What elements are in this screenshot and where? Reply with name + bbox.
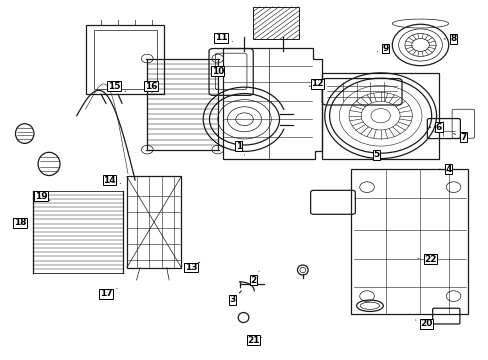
Text: 19: 19: [35, 192, 50, 201]
Text: 9: 9: [377, 44, 388, 53]
Text: 15: 15: [108, 82, 125, 91]
Text: 13: 13: [184, 262, 200, 272]
Text: 3: 3: [229, 291, 241, 304]
Text: 7: 7: [453, 132, 466, 141]
Text: 20: 20: [415, 319, 432, 328]
Text: 4: 4: [438, 165, 451, 174]
Text: 16: 16: [144, 82, 157, 93]
Text: 5: 5: [367, 150, 379, 159]
Text: 8: 8: [443, 35, 456, 44]
Text: 17: 17: [100, 289, 117, 298]
Text: 2: 2: [250, 271, 259, 284]
Text: 6: 6: [428, 123, 441, 132]
Text: 11: 11: [214, 33, 232, 42]
Text: 1: 1: [235, 141, 244, 155]
Text: 22: 22: [418, 255, 436, 264]
Text: 12: 12: [309, 79, 323, 88]
Text: 18: 18: [14, 219, 28, 228]
Text: 14: 14: [103, 176, 120, 185]
Text: 10: 10: [211, 67, 224, 76]
Text: 21: 21: [246, 336, 261, 345]
